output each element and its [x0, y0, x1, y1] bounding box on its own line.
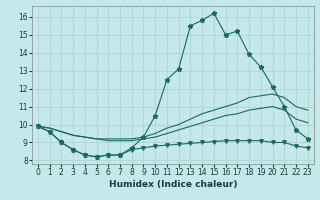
X-axis label: Humidex (Indice chaleur): Humidex (Indice chaleur): [108, 180, 237, 189]
